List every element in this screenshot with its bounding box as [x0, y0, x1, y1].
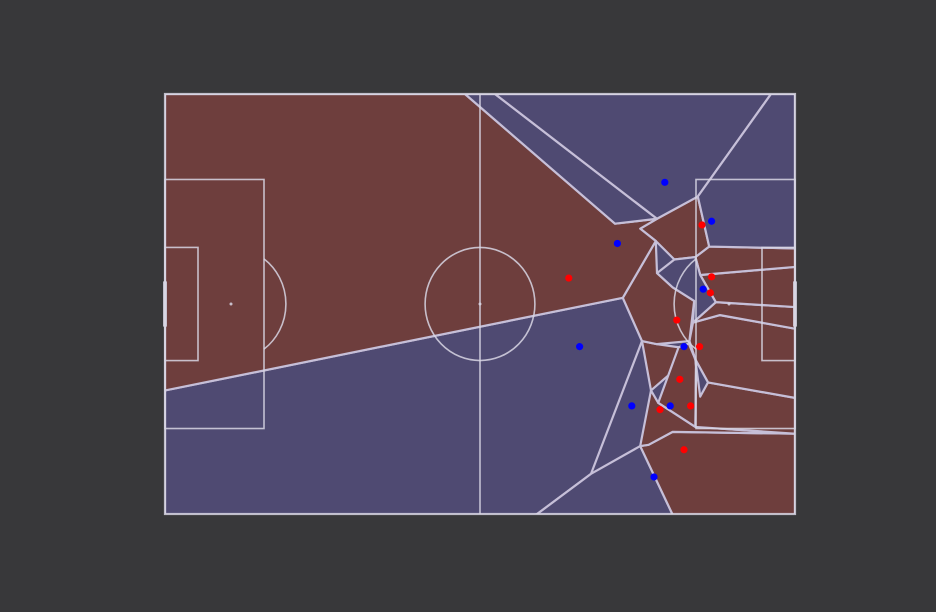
player-marker-blue: [650, 473, 658, 481]
player-marker-blue: [708, 217, 716, 225]
player-marker-red: [706, 289, 715, 297]
player-marker-red: [687, 402, 695, 410]
centre-circle: [424, 246, 536, 362]
right-penalty-arc: [673, 258, 697, 350]
player-marker-red: [698, 221, 706, 229]
player-marker-blue: [576, 343, 584, 351]
player-marker-red: [656, 406, 664, 414]
player-marker-blue: [613, 239, 622, 248]
player-marker-red: [676, 375, 684, 383]
player-marker-red: [565, 274, 573, 282]
left-penalty-spot: [229, 302, 233, 306]
player-marker-red: [680, 446, 688, 454]
player-marker-blue: [699, 285, 707, 293]
right-penalty-spot: [727, 302, 731, 306]
player-marker-red: [708, 273, 716, 281]
players: [565, 178, 716, 481]
player-marker-blue: [628, 402, 636, 410]
player-marker-blue: [666, 402, 674, 410]
left-penalty-arc: [263, 258, 287, 350]
player-marker-red: [696, 343, 704, 351]
pitch-markings: [163, 92, 797, 516]
player-marker-red: [673, 316, 681, 324]
player-marker-blue: [680, 343, 688, 351]
centre-spot: [478, 302, 482, 306]
voronoi-cell-blue: [688, 339, 710, 398]
player-marker-blue: [661, 178, 669, 186]
